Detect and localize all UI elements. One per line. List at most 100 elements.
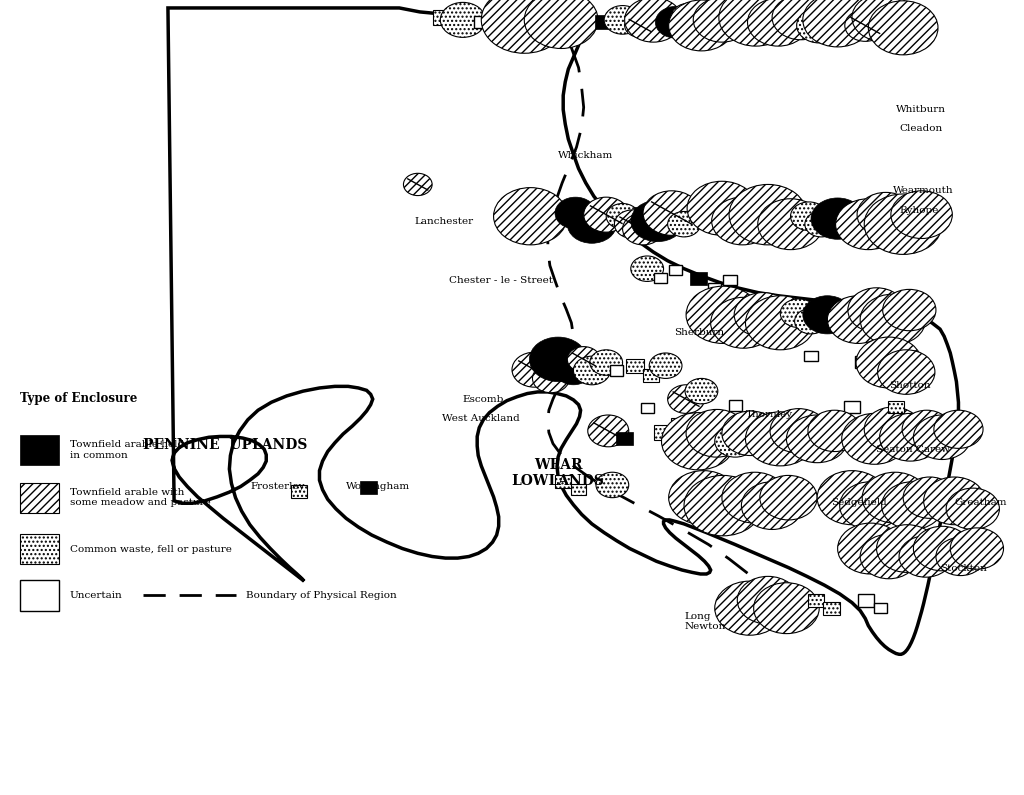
- Circle shape: [715, 425, 756, 457]
- Circle shape: [555, 356, 592, 385]
- Circle shape: [567, 347, 600, 372]
- Text: Whickham: Whickham: [558, 150, 613, 160]
- Text: Lanchester: Lanchester: [415, 216, 474, 226]
- Text: Thornley: Thornley: [745, 410, 793, 420]
- Circle shape: [440, 2, 485, 37]
- Bar: [20, 483, 59, 513]
- Circle shape: [864, 407, 922, 452]
- Circle shape: [760, 475, 817, 520]
- Text: Escomb: Escomb: [463, 394, 504, 404]
- Circle shape: [754, 583, 819, 634]
- Bar: [610, 366, 623, 376]
- Circle shape: [883, 289, 936, 331]
- Circle shape: [745, 296, 815, 350]
- Circle shape: [848, 288, 905, 332]
- Circle shape: [555, 197, 596, 229]
- Circle shape: [882, 482, 943, 529]
- Circle shape: [529, 337, 587, 382]
- Circle shape: [878, 350, 935, 394]
- Circle shape: [655, 6, 696, 38]
- Circle shape: [860, 534, 918, 579]
- Text: Greatham: Greatham: [954, 498, 1007, 507]
- Bar: [858, 594, 874, 607]
- Bar: [20, 580, 59, 611]
- Text: Townfield arable with
some meadow and pasture: Townfield arable with some meadow and pa…: [70, 488, 210, 507]
- Text: WEAR: WEAR: [534, 458, 583, 472]
- Circle shape: [494, 188, 567, 245]
- Bar: [20, 534, 59, 564]
- Circle shape: [845, 10, 886, 41]
- Circle shape: [567, 205, 616, 243]
- Circle shape: [808, 410, 861, 452]
- Circle shape: [686, 409, 748, 457]
- Text: Type of Enclosure: Type of Enclosure: [20, 393, 138, 405]
- Circle shape: [838, 523, 903, 574]
- Bar: [670, 265, 683, 276]
- Circle shape: [857, 192, 914, 237]
- Bar: [555, 475, 571, 488]
- Bar: [709, 283, 721, 293]
- Circle shape: [924, 477, 985, 525]
- Bar: [805, 351, 818, 361]
- Circle shape: [693, 0, 751, 42]
- Text: Chester - le - Street: Chester - le - Street: [449, 276, 553, 285]
- Circle shape: [596, 472, 629, 498]
- Bar: [360, 481, 377, 494]
- Bar: [729, 401, 741, 411]
- Circle shape: [899, 536, 952, 577]
- Circle shape: [590, 350, 623, 375]
- Circle shape: [668, 211, 700, 237]
- Circle shape: [936, 537, 985, 576]
- Circle shape: [643, 191, 700, 235]
- Bar: [616, 432, 633, 445]
- Text: Long
Newton: Long Newton: [684, 612, 725, 631]
- Circle shape: [946, 488, 999, 529]
- Circle shape: [827, 296, 889, 343]
- Circle shape: [950, 528, 1004, 569]
- Circle shape: [669, 471, 738, 525]
- Text: Cleadon: Cleadon: [899, 124, 942, 134]
- Circle shape: [745, 412, 815, 466]
- Circle shape: [668, 385, 705, 413]
- Circle shape: [719, 0, 793, 46]
- Text: Boundary of Physical Region: Boundary of Physical Region: [246, 591, 396, 600]
- Circle shape: [649, 353, 682, 378]
- Circle shape: [880, 413, 941, 461]
- Circle shape: [934, 410, 983, 448]
- Circle shape: [795, 308, 827, 334]
- Circle shape: [631, 200, 684, 242]
- Circle shape: [868, 1, 938, 55]
- Bar: [723, 275, 737, 285]
- Circle shape: [604, 6, 641, 34]
- Bar: [808, 594, 824, 607]
- Circle shape: [734, 293, 792, 337]
- Circle shape: [817, 471, 887, 525]
- Circle shape: [685, 378, 718, 404]
- Bar: [626, 359, 644, 373]
- Circle shape: [573, 356, 610, 385]
- Circle shape: [902, 410, 951, 448]
- Circle shape: [712, 197, 773, 245]
- Circle shape: [722, 472, 787, 523]
- Text: Whitburn: Whitburn: [896, 105, 946, 114]
- Bar: [690, 272, 707, 285]
- Bar: [634, 207, 652, 222]
- Circle shape: [840, 482, 901, 529]
- Text: Shotton: Shotton: [889, 381, 931, 390]
- Text: Sedgefield: Sedgefield: [831, 498, 887, 507]
- Circle shape: [532, 364, 569, 393]
- Circle shape: [903, 477, 956, 518]
- Circle shape: [842, 413, 907, 464]
- Bar: [641, 403, 654, 413]
- Bar: [691, 211, 706, 222]
- Bar: [888, 401, 904, 413]
- Circle shape: [722, 411, 779, 456]
- Circle shape: [741, 482, 803, 529]
- Circle shape: [715, 581, 784, 635]
- Circle shape: [797, 8, 842, 43]
- Circle shape: [625, 0, 682, 42]
- Text: Frosterley: Frosterley: [251, 482, 305, 491]
- Circle shape: [891, 191, 952, 238]
- Text: Sherburn: Sherburn: [674, 328, 724, 337]
- Circle shape: [684, 475, 762, 536]
